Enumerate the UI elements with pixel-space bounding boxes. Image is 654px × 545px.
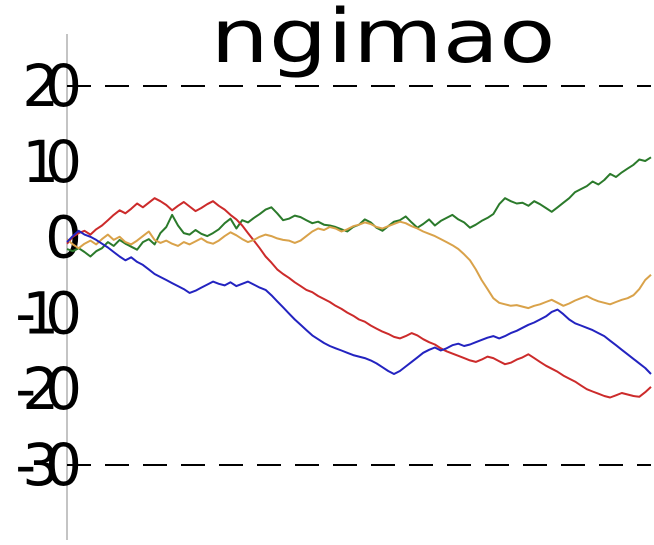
series-line-1 (66, 197, 652, 399)
series-line-2 (66, 220, 652, 310)
y-tick-label: 10 (22, 128, 79, 196)
series-line-0 (66, 156, 652, 258)
y-tick-label: 0 (45, 204, 79, 272)
y-tick-label: -20 (15, 355, 79, 423)
series-line-3 (66, 229, 652, 375)
series-lines (66, 156, 652, 399)
y-tick-label: -10 (15, 279, 79, 347)
reference-lines (67, 85, 651, 466)
chart-title: ngimao (211, 0, 556, 80)
